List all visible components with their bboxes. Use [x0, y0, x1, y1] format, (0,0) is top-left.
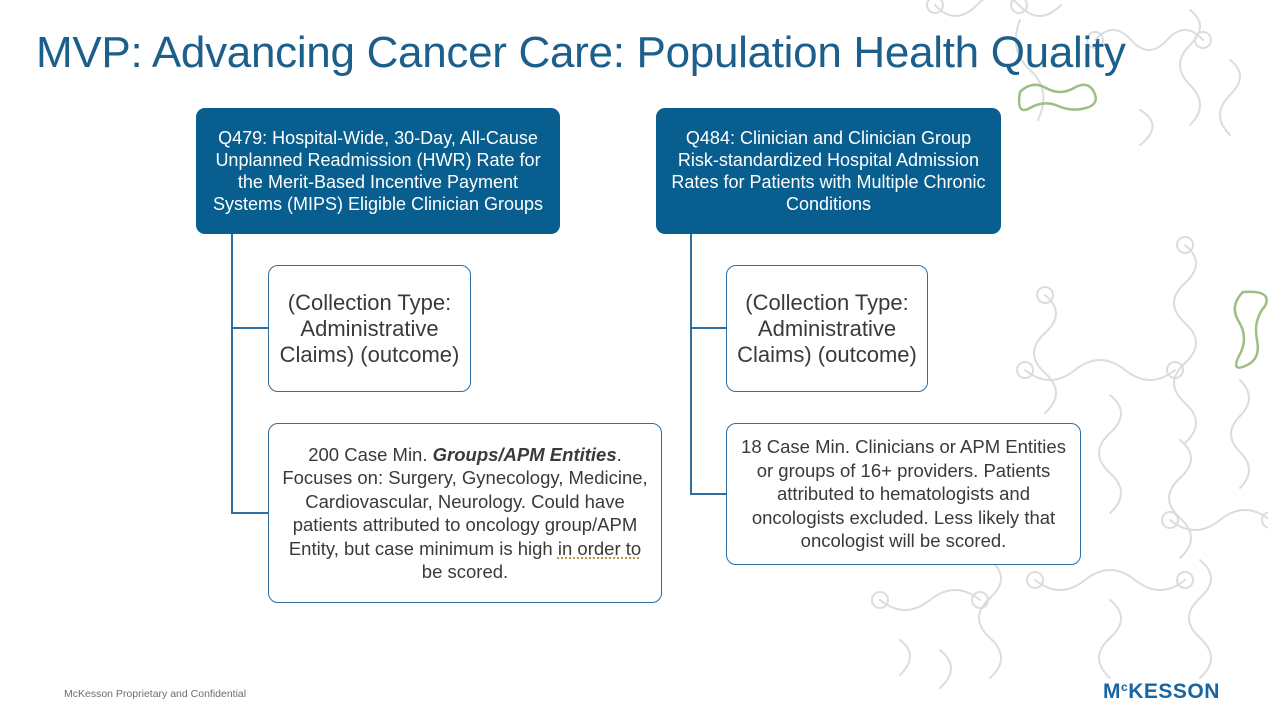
measure-q479-detail-text: 200 Case Min. Groups/APM Entities. Focus…: [282, 443, 648, 583]
mckesson-logo: McKESSON: [1103, 680, 1220, 703]
tree-connector: [690, 327, 726, 329]
measure-q484-header: Q484: Clinician and Clinician Group Risk…: [656, 108, 1001, 234]
measure-q484-collection-text: (Collection Type: Administrative Claims)…: [737, 289, 917, 367]
measure-q479-detail-box: 200 Case Min. Groups/APM Entities. Focus…: [268, 423, 662, 603]
measure-q484-detail-box: 18 Case Min. Clinicians or APM Entities …: [726, 423, 1081, 565]
measure-q479-collection-box: (Collection Type: Administrative Claims)…: [268, 265, 471, 392]
tree-connector: [231, 234, 233, 513]
tree-connector: [690, 493, 726, 495]
groups-apm-emphasis: Groups/APM Entities: [432, 443, 617, 465]
measure-q484-header-text: Q484: Clinician and Clinician Group Risk…: [671, 128, 986, 214]
tree-connector: [690, 234, 692, 494]
grammar-underline-text: in order to: [557, 537, 642, 559]
measure-q479-header-text: Q479: Hospital-Wide, 30-Day, All-Cause U…: [212, 128, 544, 214]
measure-q484-collection-box: (Collection Type: Administrative Claims)…: [726, 265, 928, 392]
tree-connector: [231, 327, 268, 329]
measure-q479-header: Q479: Hospital-Wide, 30-Day, All-Cause U…: [196, 108, 560, 234]
measure-q479-collection-text: (Collection Type: Administrative Claims)…: [279, 289, 460, 367]
confidentiality-footer: McKesson Proprietary and Confidential: [64, 688, 247, 700]
measure-q484-detail-text: 18 Case Min. Clinicians or APM Entities …: [741, 436, 1066, 552]
slide-title: MVP: Advancing Cancer Care: Population H…: [36, 28, 1126, 77]
tree-connector: [231, 512, 268, 514]
